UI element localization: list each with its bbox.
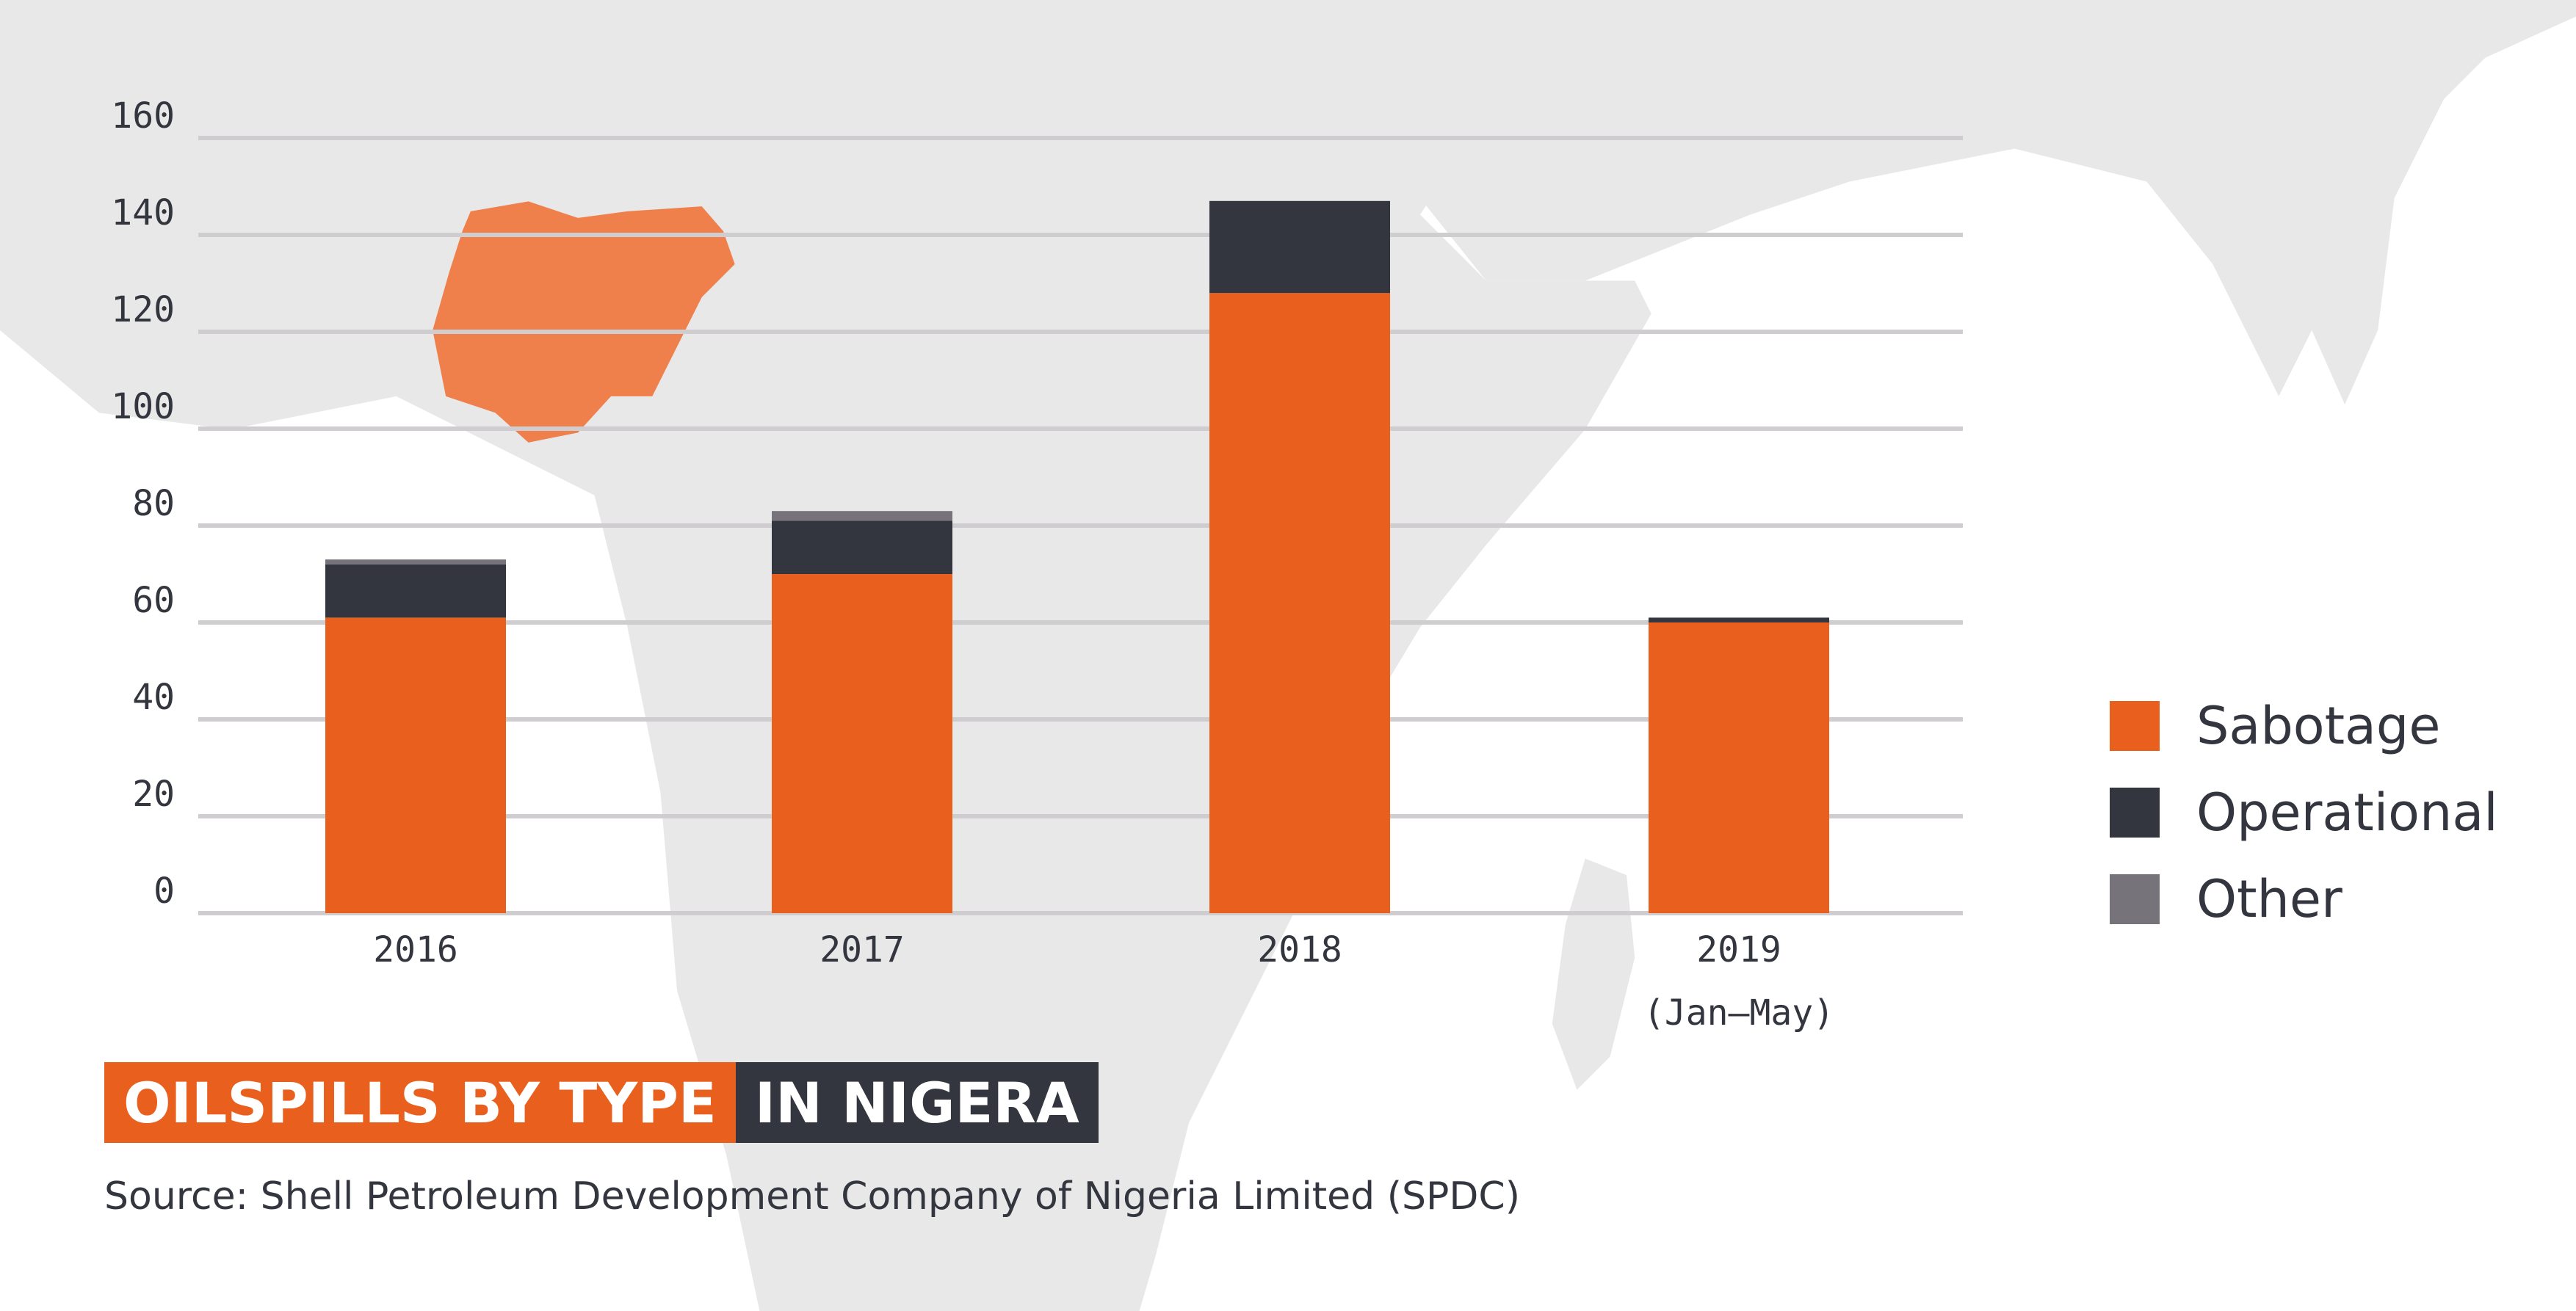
bar-operational-2019 (1649, 617, 1829, 622)
x-tick-sublabel: (Jan–May) (1643, 992, 1834, 1034)
india-shape (2196, 0, 2544, 405)
source-note: Source: Shell Petroleum Development Comp… (104, 1174, 1520, 1219)
title-part-2: IN NIGERA (735, 1062, 1099, 1143)
legend-label: Other (2196, 869, 2342, 929)
bar-sabotage-2019 (1649, 622, 1829, 913)
madagascar-shape (1552, 858, 1635, 1090)
y-tick-label: 80 (132, 483, 175, 524)
x-tick-label: 2017 (820, 929, 905, 970)
y-tick-label: 120 (111, 289, 175, 330)
y-tick-label: 20 (132, 774, 175, 815)
bar-operational-2018 (1209, 200, 1390, 294)
x-tick-label: 2018 (1257, 929, 1342, 970)
legend-item-other: Other (2110, 856, 2498, 943)
legend-swatch-operational (2110, 788, 2160, 838)
x-tick-label: 2019 (1696, 929, 1781, 970)
legend-label: Sabotage (2196, 696, 2441, 756)
chart-title: OILSPILLS BY TYPE IN NIGERA (104, 1062, 1099, 1143)
legend-swatch-other (2110, 874, 2160, 924)
bar-other-2017 (772, 511, 952, 521)
y-tick-label: 160 (111, 95, 175, 137)
bar-sabotage-2016 (325, 617, 506, 913)
legend-swatch-sabotage (2110, 701, 2160, 751)
title-part-1: OILSPILLS BY TYPE (104, 1062, 736, 1143)
legend-item-sabotage: Sabotage (2110, 683, 2498, 769)
legend: Sabotage Operational Other (2110, 683, 2498, 943)
y-tick-label: 100 (111, 386, 175, 427)
x-tick-label: 2016 (373, 929, 458, 970)
bar-sabotage-2017 (772, 574, 952, 913)
legend-item-operational: Operational (2110, 769, 2498, 856)
bar-operational-2016 (325, 564, 506, 618)
bar-sabotage-2018 (1209, 293, 1390, 913)
y-tick-label: 40 (132, 677, 175, 718)
y-tick-label: 140 (111, 192, 175, 233)
bar-operational-2017 (772, 520, 952, 574)
legend-label: Operational (2196, 782, 2498, 843)
y-tick-label: 60 (132, 580, 175, 621)
y-tick-label: 0 (153, 871, 175, 912)
bar-other-2016 (325, 559, 506, 564)
